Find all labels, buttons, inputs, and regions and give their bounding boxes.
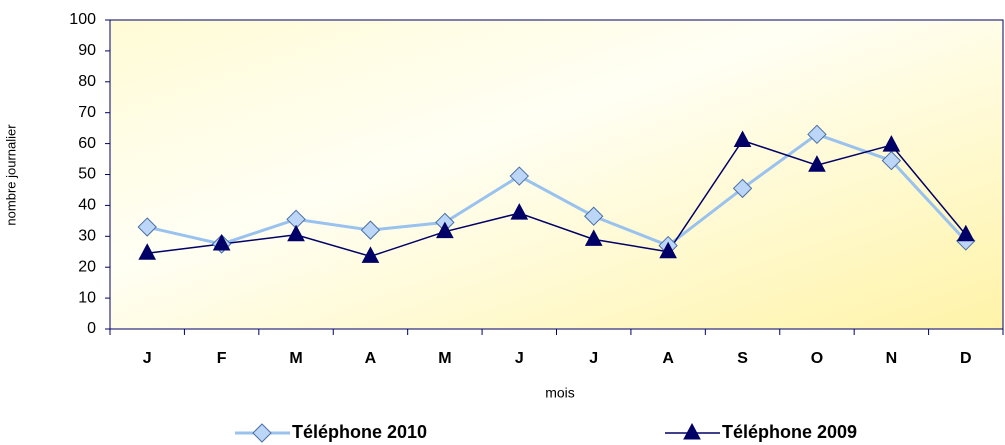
- marker: [659, 241, 677, 259]
- x-tick-label: D: [960, 350, 972, 367]
- x-tick-label: O: [811, 350, 823, 367]
- marker: [584, 206, 604, 226]
- marker: [360, 220, 381, 240]
- y-tick-label: 30: [78, 228, 96, 245]
- x-tick-label: A: [365, 350, 377, 367]
- x-tick-label: J: [589, 350, 598, 367]
- marker: [510, 203, 529, 220]
- legend-label: Téléphone 2010: [292, 422, 427, 442]
- marker: [436, 221, 454, 239]
- y-tick-label: 20: [78, 258, 96, 275]
- marker: [733, 130, 752, 148]
- y-tick-label: 50: [78, 166, 96, 183]
- marker: [683, 422, 701, 440]
- marker: [808, 155, 826, 172]
- y-tick-label: 0: [87, 320, 96, 337]
- y-tick-label: 10: [78, 289, 96, 306]
- marker: [287, 224, 305, 242]
- y-axis-label: nombre journalier: [3, 124, 18, 226]
- series-line: [146, 132, 967, 248]
- marker: [252, 423, 272, 443]
- marker: [509, 166, 529, 186]
- x-tick-label: F: [217, 350, 227, 367]
- y-tick-label: 90: [78, 42, 96, 59]
- marker: [137, 217, 157, 237]
- x-tick-label: S: [737, 350, 748, 367]
- y-tick-label: 40: [78, 197, 96, 214]
- marker: [361, 246, 380, 263]
- x-tick-label: J: [515, 350, 524, 367]
- marker: [212, 233, 231, 251]
- x-tick-label: M: [438, 350, 451, 367]
- marker: [732, 178, 753, 199]
- y-tick-label: 70: [78, 104, 96, 121]
- y-tick-label: 60: [78, 135, 96, 152]
- series-line: [147, 139, 967, 258]
- x-tick-label: J: [143, 350, 152, 367]
- x-tick-label: A: [662, 350, 674, 367]
- plot-area: [109, 19, 1004, 330]
- x-tick-label: M: [289, 350, 302, 367]
- y-tick-label: 80: [78, 73, 96, 90]
- legend-label: Téléphone 2009: [722, 422, 857, 442]
- marker: [881, 150, 902, 171]
- marker: [807, 124, 827, 145]
- marker: [584, 229, 603, 246]
- marker: [956, 224, 975, 242]
- marker: [882, 135, 901, 152]
- y-tick-label: 100: [69, 11, 96, 28]
- x-axis-label: mois: [545, 385, 575, 401]
- x-tick-label: N: [886, 350, 898, 367]
- marker: [138, 243, 157, 260]
